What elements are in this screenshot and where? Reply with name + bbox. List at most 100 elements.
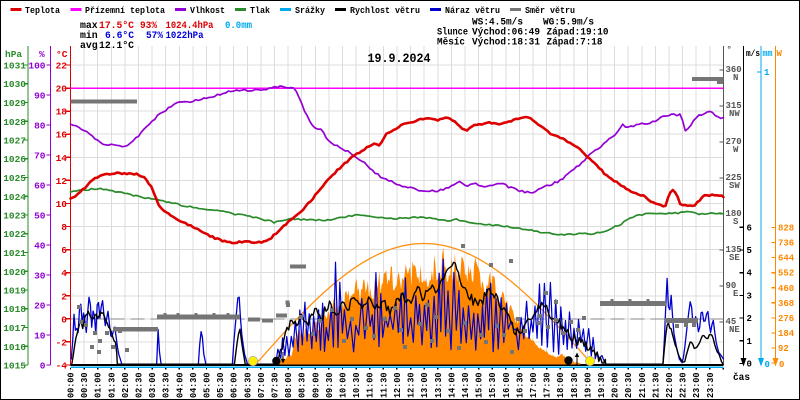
svg-text:135: 135 <box>726 245 742 255</box>
svg-text:04:30: 04:30 <box>189 373 199 399</box>
svg-text:10:00: 10:00 <box>339 373 349 399</box>
svg-text:17:30: 17:30 <box>543 372 553 398</box>
svg-text:Náraz větru: Náraz větru <box>445 6 500 16</box>
svg-text:Slunce: Slunce <box>437 27 468 38</box>
svg-text:00:00: 00:00 <box>67 373 77 399</box>
svg-text:1028: 1028 <box>3 117 26 128</box>
svg-text:12:00: 12:00 <box>393 373 403 399</box>
svg-text:368: 368 <box>778 299 794 309</box>
svg-text:60: 60 <box>34 181 46 192</box>
svg-text:92: 92 <box>778 344 789 354</box>
svg-text:1025: 1025 <box>3 173 26 184</box>
svg-text:°C: °C <box>56 49 68 60</box>
svg-text:03:00: 03:00 <box>148 373 158 399</box>
svg-text:644: 644 <box>778 254 795 264</box>
svg-text:00:30: 00:30 <box>80 373 90 399</box>
svg-text:12:30: 12:30 <box>407 372 417 398</box>
svg-text:m/s: m/s <box>746 49 760 59</box>
svg-text:18:00: 18:00 <box>556 372 566 398</box>
svg-text:°: ° <box>727 45 732 55</box>
svg-text:20:30: 20:30 <box>624 372 634 398</box>
svg-text:02:00: 02:00 <box>121 373 131 399</box>
svg-text:40: 40 <box>34 241 46 252</box>
svg-text:21:30: 21:30 <box>651 372 661 398</box>
svg-text:1016: 1016 <box>3 342 26 353</box>
svg-text:23:30: 23:30 <box>706 372 716 398</box>
svg-text:-4: -4 <box>56 361 68 372</box>
svg-text:460: 460 <box>778 284 794 294</box>
svg-text:0: 0 <box>61 314 67 325</box>
svg-text:2: 2 <box>61 291 67 302</box>
svg-text:1022hPa: 1022hPa <box>166 30 204 41</box>
svg-text:min: min <box>80 30 98 41</box>
svg-text:18: 18 <box>56 107 68 118</box>
svg-text:12: 12 <box>56 176 68 187</box>
svg-text:1031: 1031 <box>3 61 26 72</box>
svg-text:NW: NW <box>729 109 740 119</box>
svg-text:S: S <box>733 217 739 227</box>
svg-text:04:00: 04:00 <box>175 373 185 399</box>
svg-text:06:30: 06:30 <box>243 373 253 399</box>
svg-text:1: 1 <box>747 337 753 347</box>
svg-text:0.0mm: 0.0mm <box>225 20 252 31</box>
svg-text:19:30: 19:30 <box>597 372 607 398</box>
svg-text:6: 6 <box>61 245 67 256</box>
svg-text:07:30: 07:30 <box>271 373 281 399</box>
svg-text:22:30: 22:30 <box>679 372 689 398</box>
svg-text:03:30: 03:30 <box>162 373 172 399</box>
svg-text:16: 16 <box>56 130 68 141</box>
svg-text:Měsíc: Měsíc <box>437 37 465 48</box>
svg-text:-2: -2 <box>56 337 68 348</box>
svg-text:1024.4hPa: 1024.4hPa <box>166 20 214 31</box>
svg-text:11:30: 11:30 <box>379 373 389 399</box>
svg-text:180: 180 <box>726 209 742 219</box>
svg-text:736: 736 <box>778 239 794 249</box>
svg-text:09:00: 09:00 <box>311 373 321 399</box>
svg-text:315: 315 <box>726 101 742 111</box>
svg-text:22:00: 22:00 <box>665 372 675 398</box>
svg-text:05:30: 05:30 <box>216 373 226 399</box>
svg-text:14:00: 14:00 <box>447 372 457 398</box>
svg-text:17:00: 17:00 <box>529 372 539 398</box>
svg-text:06:00: 06:00 <box>230 373 240 399</box>
svg-text:16:00: 16:00 <box>502 372 512 398</box>
svg-text:10:30: 10:30 <box>352 373 362 399</box>
svg-text:08:30: 08:30 <box>298 373 308 399</box>
svg-text:23:00: 23:00 <box>692 372 702 398</box>
svg-text:07:00: 07:00 <box>257 373 267 399</box>
svg-text:Východ:18:31: Východ:18:31 <box>472 37 540 48</box>
svg-text:20: 20 <box>56 84 68 95</box>
svg-text:80: 80 <box>34 121 46 132</box>
svg-text:avg: avg <box>80 40 98 51</box>
svg-text:184: 184 <box>778 329 795 339</box>
svg-text:90: 90 <box>726 281 737 291</box>
svg-text:2: 2 <box>747 314 752 324</box>
svg-text:Západ:7:18: Západ:7:18 <box>547 37 603 48</box>
svg-text:1030: 1030 <box>3 79 26 90</box>
svg-text:0: 0 <box>779 360 784 370</box>
svg-text:93%: 93% <box>140 20 157 31</box>
svg-text:4: 4 <box>61 268 67 279</box>
svg-text:N: N <box>733 73 738 83</box>
svg-text:4: 4 <box>747 269 753 279</box>
svg-text:W: W <box>733 145 739 155</box>
svg-text:NE: NE <box>729 325 740 335</box>
svg-text:09:30: 09:30 <box>325 373 335 399</box>
svg-text:W: W <box>777 49 783 59</box>
svg-text:05:00: 05:00 <box>203 373 213 399</box>
svg-text:10: 10 <box>34 331 46 342</box>
svg-text:Vlhkost: Vlhkost <box>190 6 225 16</box>
svg-text:01:00: 01:00 <box>94 373 104 399</box>
svg-text:1019: 1019 <box>3 286 26 297</box>
svg-text:1: 1 <box>764 68 770 78</box>
svg-text:8: 8 <box>61 222 67 233</box>
svg-text:360: 360 <box>726 65 742 75</box>
svg-text:21:00: 21:00 <box>638 372 648 398</box>
svg-text:10: 10 <box>56 199 68 210</box>
svg-text:1027: 1027 <box>3 136 26 147</box>
svg-text:01:30: 01:30 <box>107 373 117 399</box>
svg-text:3: 3 <box>747 291 752 301</box>
svg-text:Východ:06:49: Východ:06:49 <box>472 27 540 38</box>
svg-text:1020: 1020 <box>3 267 26 278</box>
svg-text:16:30: 16:30 <box>515 372 525 398</box>
